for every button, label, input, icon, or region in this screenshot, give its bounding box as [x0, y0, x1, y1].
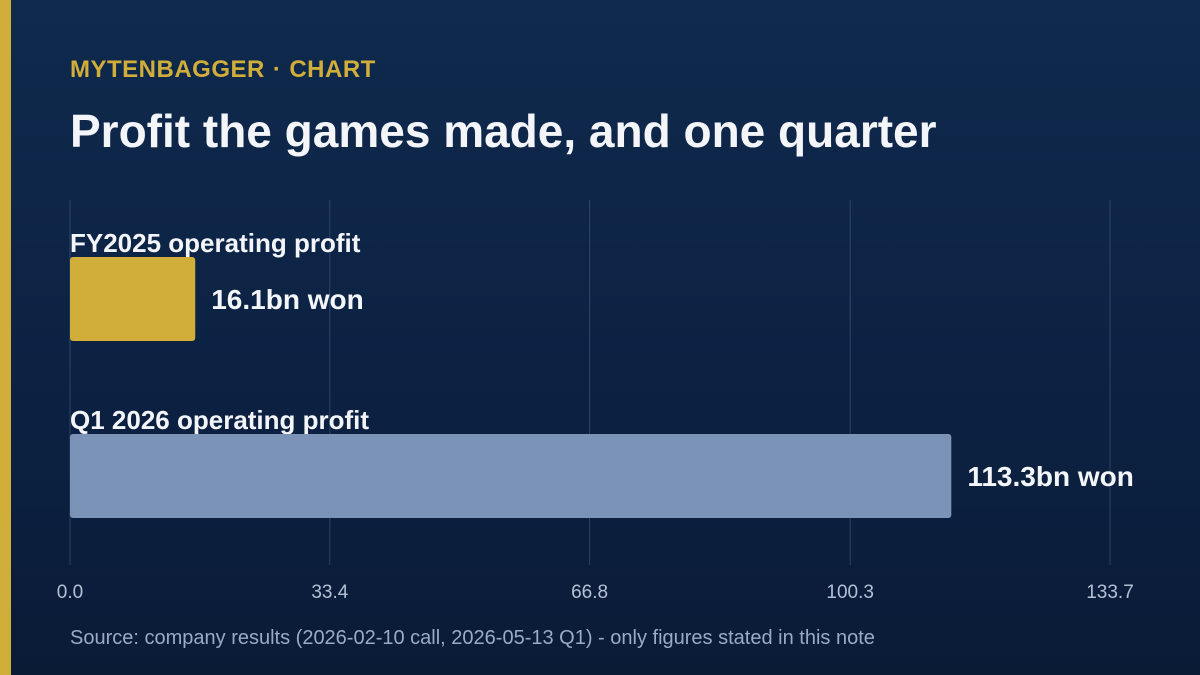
chart-title: Profit the games made, and one quarter: [70, 105, 937, 157]
bars: FY2025 operating profit 16.1bn won Q1 2026…: [70, 228, 1134, 518]
kicker: MYTENBAGGER · CHART: [70, 56, 376, 84]
bar-category-label: Q1 2026 operating profit: [70, 405, 369, 435]
x-tick-label: 133.7: [1086, 582, 1134, 603]
x-tick-label: 100.3: [826, 582, 874, 603]
bar-value-label: 16.1bn won: [211, 284, 363, 315]
x-tick-label: 33.4: [311, 582, 348, 603]
accent-strip: [0, 0, 11, 675]
brand-label: MYTENBAGGER: [70, 56, 265, 83]
bar-category-label: FY2025 operating profit: [70, 228, 361, 258]
x-tick-label: 0.0: [57, 582, 83, 603]
bar: [70, 434, 952, 518]
bar: [70, 257, 196, 341]
x-axis-ticks: 0.0 33.4 66.8 100.3 133.7: [57, 582, 1134, 603]
source-note: Source: company results (2026-02-10 call…: [70, 627, 875, 649]
kicker-separator: ·: [272, 56, 282, 83]
section-label: CHART: [289, 56, 376, 83]
x-tick-label: 66.8: [571, 582, 608, 603]
bar-value-label: 113.3bn won: [967, 461, 1134, 492]
